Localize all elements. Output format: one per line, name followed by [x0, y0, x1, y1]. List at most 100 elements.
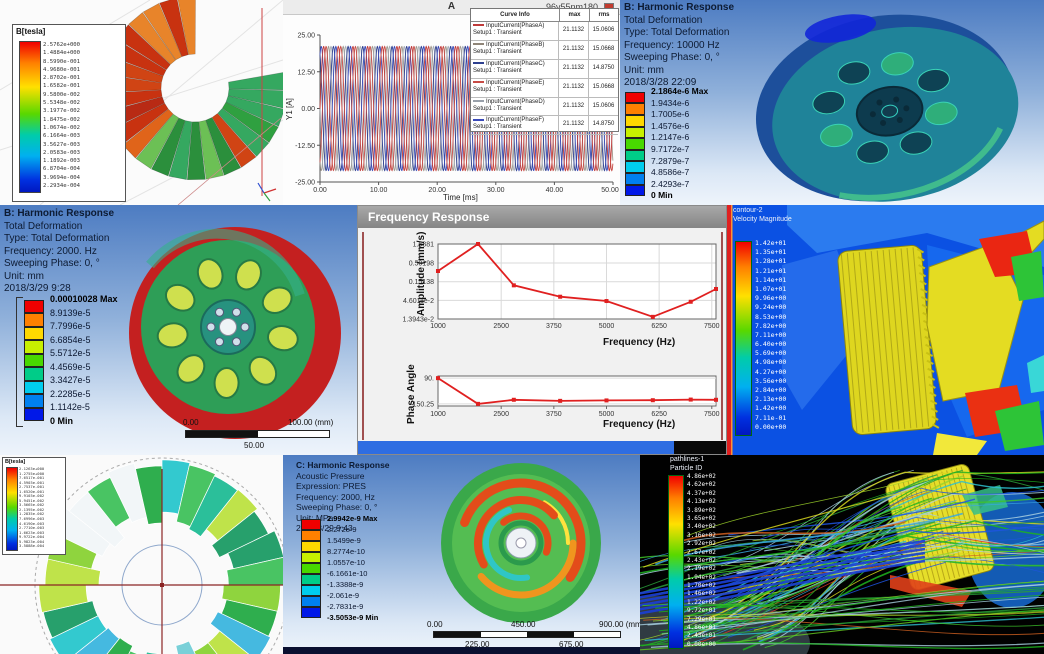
legend-value: 9.96e+00	[755, 294, 787, 303]
legend-value: 1.6623e-003	[19, 529, 45, 535]
colorbar-segment	[301, 584, 321, 596]
curve-max: 21.1132	[559, 78, 589, 97]
legend-value: 0 Min	[651, 190, 673, 201]
result-header-line: Sweeping Phase: 0, °	[624, 52, 720, 63]
legend-value: 1.1142e-5	[50, 402, 90, 412]
legend-value: 5.9451e-002	[19, 497, 45, 503]
legend-value: 2.43e+02	[687, 556, 716, 564]
colorbar-segment	[24, 394, 44, 408]
panel-pathlines: pathlines-1 Particle ID 4.86e+02 4.62e+02 4…	[640, 455, 1044, 654]
legend-value: 3.40e+02	[687, 523, 716, 531]
legend-column-header: rms	[598, 12, 610, 18]
legend-value: 6.1664e-003	[43, 133, 81, 140]
window-title: Frequency Response	[368, 210, 490, 224]
curve-rms: 15.0606	[592, 102, 615, 109]
legend-value: 2.5762e+000	[43, 42, 81, 48]
svg-text:0.15138: 0.15138	[409, 279, 434, 286]
result-header-line: Sweeping Phase: 0, °	[4, 258, 100, 269]
legend-value: 1.35e+01	[755, 248, 787, 257]
colorbar-segment	[625, 173, 645, 185]
legend-value: 1.2755e+000	[19, 470, 45, 476]
legend-value: 3.5627e-003	[43, 141, 81, 148]
curve-name: InputCurrent(PhaseE) Setup1 : Transient	[471, 78, 559, 97]
legend-value: 1.4576e-6	[651, 120, 690, 131]
svg-text:2500: 2500	[493, 411, 509, 418]
plot-corner-label: 96v55nm180	[545, 2, 598, 12]
legend-value: 1.6520e-001	[19, 488, 45, 494]
curve-rms: 15.0606	[592, 27, 615, 33]
result-header-line: Type: Total Deformation	[624, 27, 730, 38]
legend-value: 2.13e+00	[755, 395, 787, 404]
deformation-legend: 2.1864e-6 Max 1.9434e-6 1.7005e-6 1.4576e-6…	[625, 86, 708, 202]
svg-text:4.6011e-2: 4.6011e-2	[403, 298, 434, 305]
legend-value: 0.00e+00	[755, 422, 787, 431]
taskbar-black-segment	[674, 441, 726, 454]
scale-label: 0.00	[427, 620, 443, 629]
legend-value: 3.1977e-002	[43, 108, 81, 115]
svg-text:20.00: 20.00	[428, 187, 446, 194]
panel-maxwell-ring-field: B[tesla] 2.1263e+000 1.2755e+000 7.6517e-0…	[0, 455, 283, 654]
legend-value: 2.1864e-6 Max	[651, 86, 709, 96]
legend-value: 1.0557e-10	[327, 558, 365, 567]
svg-text:2500: 2500	[493, 323, 509, 330]
colorbar-segment	[625, 138, 645, 150]
legend-value: 9.5800e-002	[43, 91, 81, 98]
legend-value: 2.7710e-003	[19, 525, 45, 531]
legend-value: 4.5903e-001	[19, 479, 45, 485]
result-header-line: Frequency: 10000 Hz	[624, 39, 720, 51]
colorbar-segment	[625, 126, 645, 139]
legend-value: 1.22e+02	[687, 598, 716, 606]
result-header-line: Frequency: 2000. Hz	[4, 245, 97, 257]
legend-value: 8.9139e-5	[50, 307, 91, 318]
window-frequency-response: Frequency Response 1000 2500 3750 5000 6250 7…	[357, 205, 727, 455]
scale-label: 50.00	[244, 441, 265, 450]
legend-value: 2.8702e-001	[43, 75, 81, 82]
legend-value: 7.82e+00	[755, 321, 787, 330]
legend-value: 1.2147e-6	[651, 132, 690, 143]
legend-values: 2.1263e+000 1.2755e+000 7.6517e-001 4.5903e…	[19, 466, 45, 549]
legend-value: -2.7831e-9	[327, 602, 364, 611]
legend-value: 2.84e+00	[755, 386, 787, 394]
svg-text:-25.00: -25.00	[295, 180, 315, 187]
phase-axis-label: Phase Angle	[406, 364, 417, 424]
legend-value: 7.11e-01	[755, 413, 787, 422]
curve-name: InputCurrent(PhaseA) Setup1 : Transient	[471, 22, 559, 40]
legend-value: 0.00010028 Max	[50, 294, 118, 304]
curve-rms: 14.8750	[592, 121, 615, 128]
deformation-legend: 0.00010028 Max 8.9139e-5 7.7996e-5 6.6854e-…	[16, 293, 118, 428]
legend-value: 5.69e+00	[755, 349, 787, 358]
svg-text:3750: 3750	[546, 411, 562, 418]
legend-value: 2.67e+02	[687, 548, 716, 556]
curve-max: 21.1132	[559, 116, 589, 135]
colorbar-segment	[301, 540, 321, 552]
result-header: C: Harmonic Response Acoustic Pressure Exp…	[296, 460, 390, 534]
colorbar	[19, 41, 41, 193]
result-header-line: Unit: MPa	[296, 512, 334, 523]
legend-title-line: Velocity Magnitude	[733, 215, 792, 223]
legend-value: 1.28e+01	[755, 257, 787, 266]
legend-value: 1.07e+01	[755, 284, 787, 293]
x-axis-label: Time [ms]	[443, 193, 478, 202]
acoustic-disc-model	[441, 463, 601, 623]
svg-text:5000: 5000	[599, 411, 615, 418]
svg-text:1.3943e-2: 1.3943e-2	[402, 317, 434, 324]
legend-value: 1.46e+02	[687, 590, 716, 598]
svg-text:-150.25: -150.25	[410, 401, 434, 408]
scale-label: 900.00 (mm)	[599, 620, 640, 629]
legend-value: 1.9434e-6	[651, 97, 690, 108]
legend-value: 1.42e+01	[755, 239, 787, 247]
legend-title-line: contour-2	[733, 207, 763, 214]
legend-value: 1.14e+01	[755, 275, 787, 284]
legend-column-header: max	[560, 9, 590, 21]
legend-value: 4.13e+02	[687, 498, 716, 506]
legend-value: 2.1395e-002	[19, 506, 45, 512]
colorbar-segment	[625, 115, 645, 127]
legend-value: 1.21e+01	[755, 266, 787, 275]
window-titlebar[interactable]: Frequency Response	[358, 206, 726, 228]
legend-value: -6.1661e-10	[327, 569, 368, 578]
svg-text:1.6881: 1.6881	[413, 242, 435, 249]
scale-label: 450.00	[511, 620, 536, 629]
panel-harmonic-response-flywheel: B: Harmonic Response Total Deformation Typ…	[620, 0, 1044, 205]
scale-label: 675.00	[559, 640, 584, 649]
result-header-line: Total Deformation	[4, 220, 83, 232]
